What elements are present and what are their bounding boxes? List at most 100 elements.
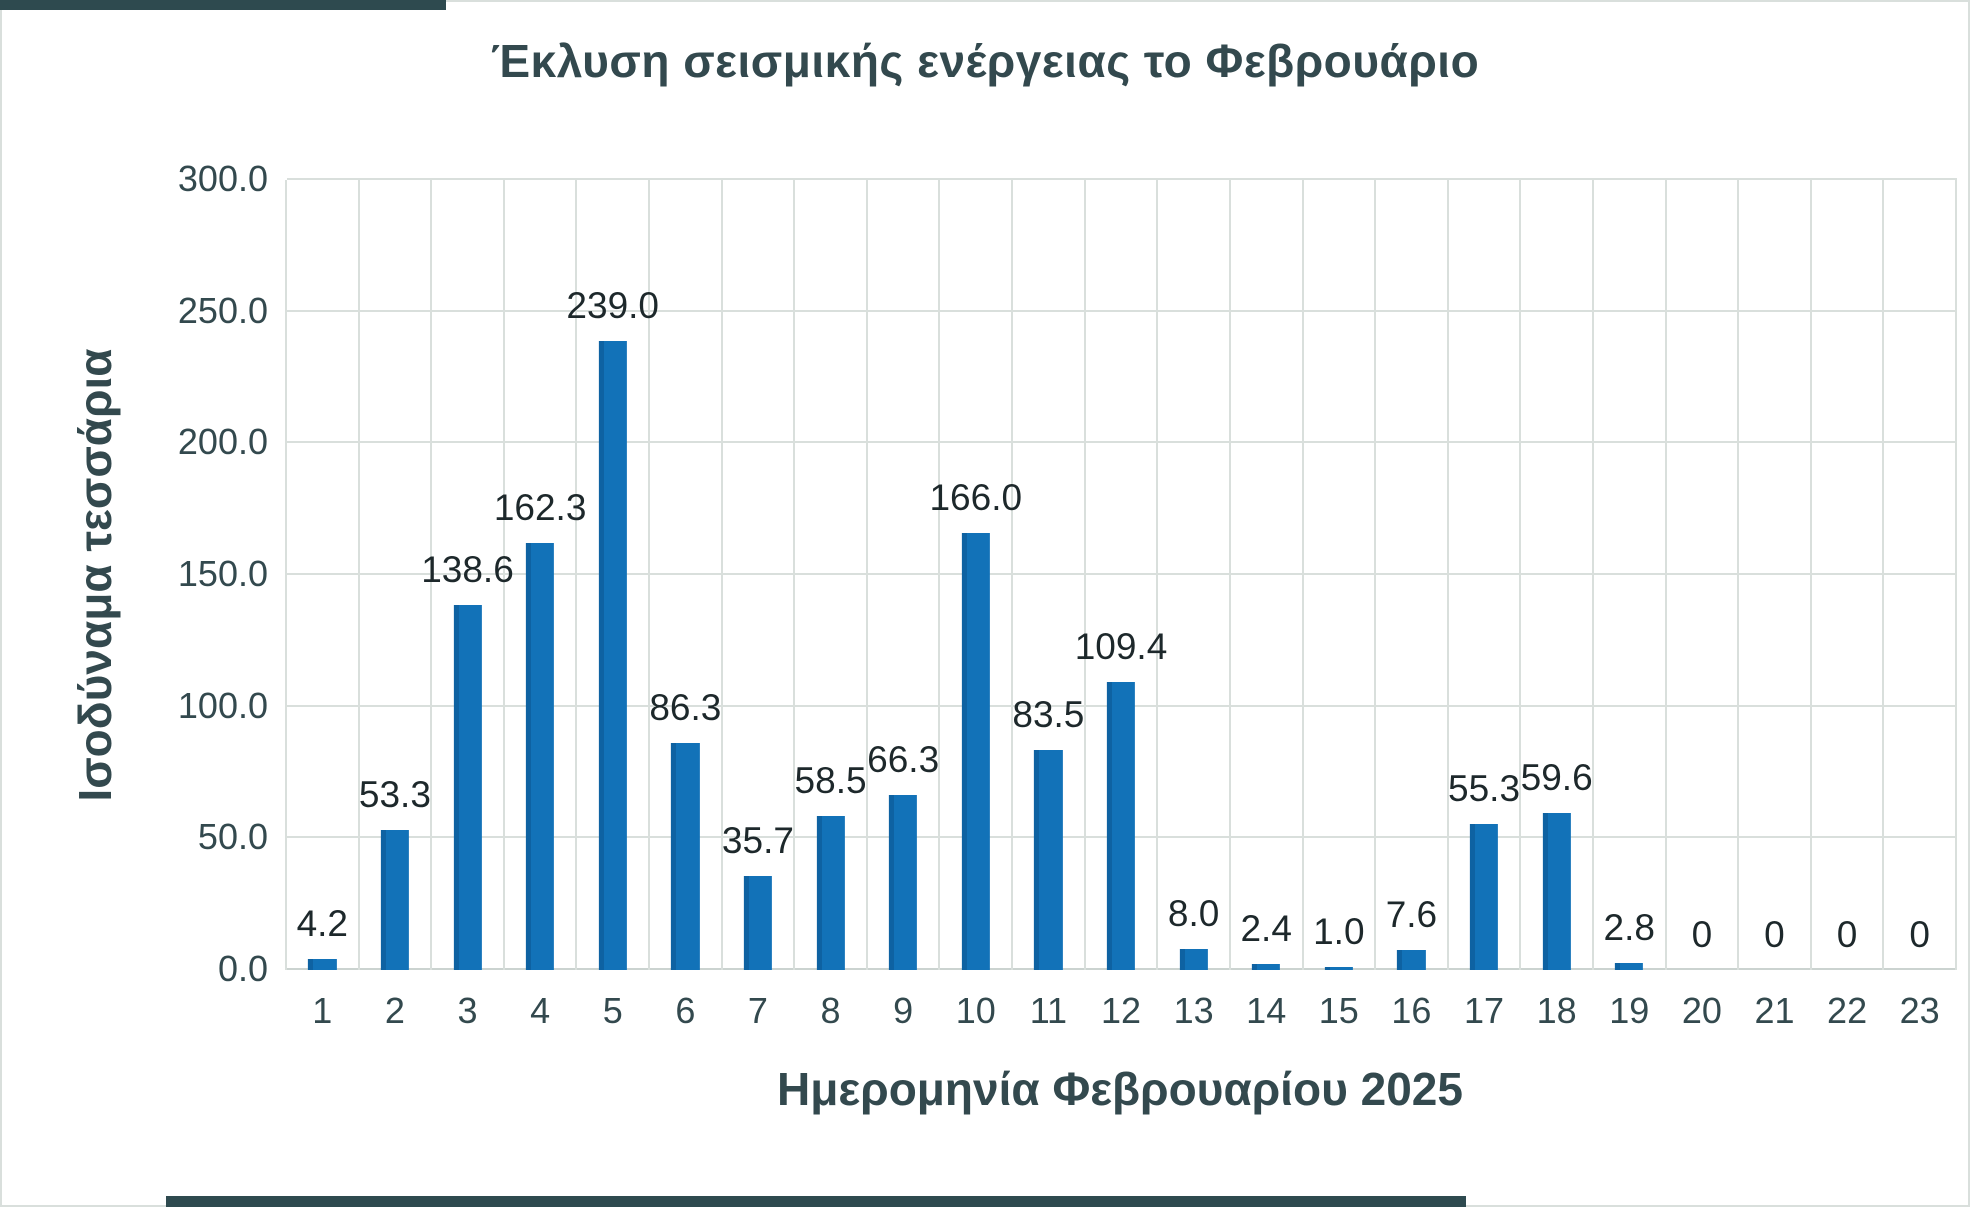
x-tick-label: 21: [1754, 990, 1795, 1031]
data-label-day-7: 35.7: [721, 820, 794, 861]
category-column: 55.3 17: [1448, 180, 1522, 1031]
bar-day-6: [671, 743, 700, 970]
data-label-day-11: 83.5: [1012, 694, 1085, 735]
category-column: 59.6 18: [1520, 180, 1594, 1031]
chart-title: Έκλυση σεισμικής ενέργειας το Φεβρουάριο: [490, 35, 1480, 87]
data-label-day-23: 0: [1909, 914, 1930, 955]
category-column: 58.5 8: [794, 180, 868, 1031]
gridline-horizontal: [287, 178, 1957, 180]
category-column: 0 20: [1667, 180, 1740, 1031]
x-tick-label: 13: [1173, 990, 1214, 1031]
data-label-day-9: 66.3: [867, 739, 940, 780]
data-label-day-10: 166.0: [929, 477, 1023, 518]
x-tick-label: 14: [1246, 990, 1287, 1031]
data-label-day-13: 8.0: [1167, 893, 1220, 934]
y-tick-label: 100.0: [177, 684, 268, 726]
data-label-day-1: 4.2: [296, 903, 349, 944]
category-column: 66.3 9: [867, 180, 941, 1031]
category-column: 2.8 19: [1594, 180, 1667, 1031]
bar-day-12: [1106, 682, 1136, 970]
bar-day-2: [380, 830, 410, 970]
bar-day-9: [889, 795, 918, 970]
data-label-day-12: 109.4: [1074, 626, 1168, 667]
x-tick-label: 4: [530, 990, 551, 1031]
x-tick-label: 20: [1681, 990, 1722, 1031]
data-label-day-4: 162.3: [493, 487, 587, 528]
bar-day-17: [1469, 824, 1499, 970]
category-column: 2.4 14: [1231, 180, 1304, 1031]
x-tick-label: 2: [384, 990, 405, 1031]
x-tick-label: 11: [1029, 990, 1068, 1031]
x-tick-label: 17: [1464, 990, 1505, 1031]
category-column: 166.0 10: [929, 180, 1022, 1031]
x-tick-label: 15: [1318, 990, 1359, 1031]
x-tick-label: 12: [1100, 990, 1141, 1031]
x-tick-label: 6: [675, 990, 696, 1031]
category-column: 0 21: [1739, 180, 1812, 1031]
y-tick-label: 150.0: [177, 553, 268, 594]
gridline-horizontal: [287, 309, 1957, 312]
x-tick-label: 9: [893, 990, 914, 1031]
bar-day-19: [1615, 963, 1644, 970]
bar-day-14: [1252, 964, 1281, 970]
category-column: 8.0 13: [1158, 180, 1231, 1031]
bar-day-5: [598, 341, 627, 970]
y-tick-label: 0.0: [217, 948, 268, 989]
x-tick-label: 22: [1827, 990, 1868, 1031]
bar-day-11: [1034, 750, 1063, 970]
bar-day-1: [308, 959, 337, 970]
x-tick-label: 8: [820, 990, 841, 1031]
y-tick-label: 50.0: [197, 816, 268, 858]
x-tick-label: 1: [312, 990, 333, 1031]
data-label-day-17: 55.3: [1448, 768, 1521, 809]
bar-day-15: [1324, 967, 1353, 970]
bar-day-10: [961, 533, 990, 970]
x-tick-label: 23: [1899, 990, 1940, 1031]
data-label-day-5: 239.0: [566, 285, 660, 326]
x-tick-label: 10: [955, 990, 996, 1031]
bar-day-16: [1397, 950, 1426, 970]
data-label-day-2: 53.3: [358, 774, 431, 815]
category-column: 109.4 12: [1075, 180, 1167, 1031]
category-column: 138.6 3: [421, 180, 514, 1031]
data-label-day-6: 86.3: [649, 687, 722, 728]
category-column: 162.3 4: [494, 180, 586, 1031]
bar-day-13: [1179, 949, 1208, 970]
data-label-day-14: 2.4: [1240, 908, 1292, 949]
x-tick-label: 18: [1536, 990, 1577, 1031]
data-label-day-3: 138.6: [421, 549, 514, 590]
plot-area: 4.2 1 53.3 2 138.6 3 162.3 4 239.0 5 86.3 6 35.7 7 58.…: [285, 178, 1957, 1031]
data-label-day-19: 2.8: [1603, 907, 1655, 948]
bar-day-18: [1542, 813, 1571, 970]
data-label-day-22: 0: [1836, 914, 1858, 955]
category-column: 35.7 7: [721, 180, 796, 1031]
bar-day-3: [453, 605, 482, 970]
bottom-edge-accent-bar: [166, 1196, 1466, 1207]
bar-day-8: [816, 816, 845, 970]
category-column: 0 23: [1884, 180, 1957, 1031]
gridline-horizontal: [287, 573, 1957, 575]
y-tick-label: 250.0: [177, 289, 268, 331]
bar-day-4: [525, 543, 555, 970]
data-label-day-16: 7.6: [1385, 894, 1438, 935]
data-label-day-20: 0: [1691, 914, 1713, 955]
data-label-day-15: 1.0: [1313, 911, 1365, 952]
data-label-day-21: 0: [1764, 914, 1785, 955]
data-label-day-18: 59.6: [1520, 757, 1593, 798]
y-tick-label: 200.0: [177, 421, 268, 463]
x-tick-label: 19: [1609, 990, 1650, 1031]
x-tick-label: 16: [1391, 990, 1432, 1031]
category-column: 53.3 2: [358, 180, 433, 1031]
category-column: 4.2 1: [287, 180, 360, 1031]
category-column: 1.0 15: [1304, 180, 1377, 1031]
x-tick-label: 7: [747, 990, 768, 1031]
top-edge-accent-bar: [0, 0, 446, 10]
y-tick-label: 300.0: [177, 158, 268, 199]
gridline-horizontal: [287, 441, 1957, 444]
category-column: 0 22: [1812, 180, 1885, 1031]
category-column: 239.0 5: [566, 180, 659, 1031]
x-tick-label: 3: [457, 990, 478, 1031]
data-label-day-8: 58.5: [794, 760, 867, 801]
bar-day-7: [743, 876, 773, 970]
category-column: 86.3 6: [649, 180, 723, 1031]
